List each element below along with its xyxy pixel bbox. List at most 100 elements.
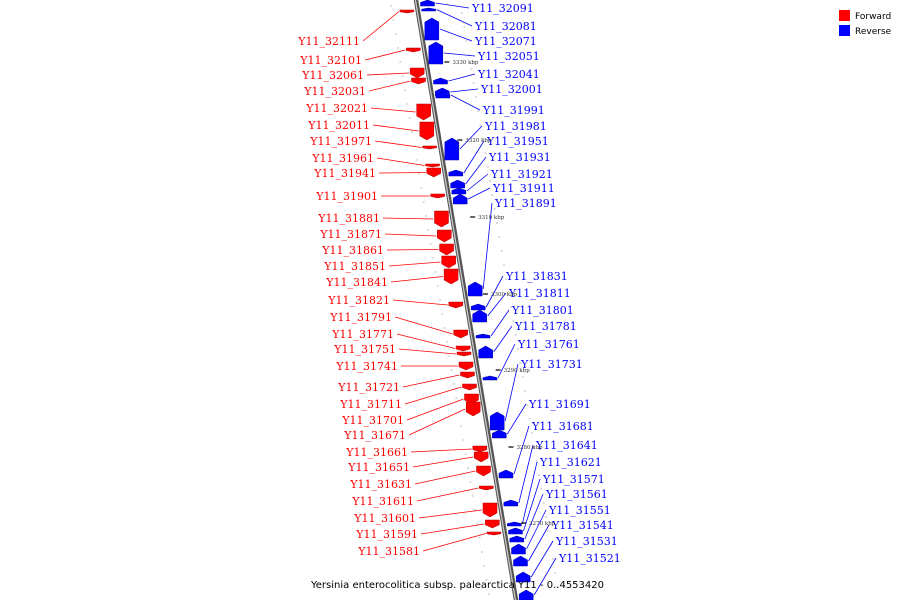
gene-forward-y11-31901[interactable]: [430, 193, 445, 199]
gene-label-forward[interactable]: Y11_31771: [331, 328, 394, 341]
gene-reverse-y11-31731[interactable]: [489, 411, 505, 431]
gene-label-forward[interactable]: Y11_31741: [335, 360, 398, 373]
gene-label-forward[interactable]: Y11_31901: [315, 190, 378, 203]
gene-forward-y11-31771[interactable]: [455, 345, 471, 352]
gene-label-reverse[interactable]: Y11_31831: [505, 270, 568, 283]
gene-label-forward[interactable]: Y11_31861: [321, 244, 384, 257]
gene-forward-y11-32031[interactable]: [411, 77, 426, 85]
gene-label-forward[interactable]: Y11_31751: [333, 343, 396, 356]
gene-forward-y11-31871[interactable]: [437, 229, 452, 243]
gene-label-reverse[interactable]: Y11_31781: [514, 320, 577, 333]
gene-label-forward[interactable]: Y11_31701: [341, 414, 404, 427]
gene-forward-y11-31721[interactable]: [460, 371, 475, 379]
gene-forward-y11-31791[interactable]: [453, 329, 468, 339]
gene-forward-y11-31961[interactable]: [425, 163, 440, 168]
gene-label-reverse[interactable]: Y11_32051: [477, 50, 540, 63]
gene-label-forward[interactable]: Y11_32061: [301, 69, 364, 82]
gene-reverse-y11-31921[interactable]: [451, 187, 467, 195]
gene-label-forward[interactable]: Y11_31871: [319, 228, 382, 241]
gene-label-forward[interactable]: Y11_31721: [337, 381, 400, 394]
gene-forward-y11-32101[interactable]: [406, 47, 421, 53]
gene-label-forward[interactable]: Y11_31971: [309, 135, 372, 148]
gene-reverse-y11-31811[interactable]: [472, 309, 487, 323]
gene-reverse-y11-31521[interactable]: [518, 589, 534, 600]
gene-forward-y11-31581[interactable]: [486, 531, 502, 536]
gene-reverse-y11-31681[interactable]: [498, 469, 514, 479]
gene-label-forward[interactable]: Y11_31581: [357, 545, 420, 558]
gene-label-reverse[interactable]: Y11_31991: [482, 104, 545, 117]
gene-label-forward[interactable]: Y11_31631: [349, 478, 412, 491]
gene-forward-y11-31841[interactable]: [443, 268, 459, 285]
gene-reverse-y11-32081[interactable]: [421, 7, 436, 12]
gene-label-reverse[interactable]: Y11_31561: [545, 488, 608, 501]
gene-reverse-y11-31571[interactable]: [508, 527, 523, 535]
gene-label-forward[interactable]: Y11_31821: [327, 294, 390, 307]
gene-forward-y11-31821[interactable]: [448, 301, 464, 309]
gene-label-reverse[interactable]: Y11_32091: [471, 2, 534, 15]
gene-label-reverse[interactable]: Y11_31731: [520, 358, 583, 371]
gene-reverse-y11-32091[interactable]: [420, 0, 435, 7]
gene-forward-y11-31651[interactable]: [473, 451, 489, 463]
gene-label-forward[interactable]: Y11_31711: [339, 398, 402, 411]
gene-reverse-y11-31911[interactable]: [452, 193, 468, 205]
gene-label-reverse[interactable]: Y11_32071: [474, 35, 537, 48]
gene-forward-y11-31601[interactable]: [482, 502, 498, 518]
gene-forward-y11-31881[interactable]: [434, 210, 449, 228]
gene-label-forward[interactable]: Y11_31661: [345, 446, 408, 459]
gene-reverse-y11-31621[interactable]: [507, 521, 522, 527]
gene-forward-y11-32021[interactable]: [416, 103, 431, 121]
gene-reverse-y11-32051[interactable]: [428, 41, 444, 65]
gene-label-reverse[interactable]: Y11_31911: [492, 182, 555, 195]
gene-forward-y11-31711[interactable]: [462, 383, 477, 391]
gene-forward-y11-32111[interactable]: [399, 9, 415, 14]
gene-forward-y11-31751[interactable]: [456, 351, 472, 357]
gene-reverse-y11-31781[interactable]: [478, 345, 493, 359]
gene-reverse-y11-32041[interactable]: [433, 77, 448, 85]
gene-reverse-y11-31531[interactable]: [515, 571, 531, 583]
gene-reverse-y11-31801[interactable]: [475, 333, 491, 339]
gene-reverse-y11-31951[interactable]: [448, 169, 464, 177]
gene-label-forward[interactable]: Y11_32031: [303, 85, 366, 98]
gene-label-forward[interactable]: Y11_31791: [329, 311, 392, 324]
gene-label-reverse[interactable]: Y11_31951: [486, 135, 549, 148]
gene-forward-y11-31941[interactable]: [426, 167, 441, 178]
gene-label-forward[interactable]: Y11_31591: [355, 528, 418, 541]
gene-label-reverse[interactable]: Y11_31811: [508, 287, 571, 300]
gene-forward-y11-31611[interactable]: [479, 485, 494, 491]
gene-label-forward[interactable]: Y11_31881: [317, 212, 380, 225]
gene-reverse-y11-31541[interactable]: [513, 555, 528, 567]
gene-label-reverse[interactable]: Y11_32041: [477, 68, 540, 81]
gene-label-reverse[interactable]: Y11_31541: [551, 519, 614, 532]
gene-label-forward[interactable]: Y11_32111: [297, 35, 360, 48]
gene-reverse-y11-31641[interactable]: [503, 499, 519, 507]
gene-reverse-y11-31561[interactable]: [509, 535, 525, 543]
gene-reverse-y11-31551[interactable]: [511, 543, 526, 555]
gene-forward-y11-31671[interactable]: [465, 401, 481, 417]
gene-label-forward[interactable]: Y11_32101: [299, 54, 362, 67]
gene-label-forward[interactable]: Y11_31651: [347, 461, 410, 474]
gene-label-reverse[interactable]: Y11_31641: [535, 439, 598, 452]
gene-label-forward[interactable]: Y11_31851: [323, 260, 386, 273]
gene-reverse-y11-31981[interactable]: [444, 137, 460, 161]
gene-label-forward[interactable]: Y11_32011: [307, 119, 370, 132]
gene-reverse-y11-31891[interactable]: [467, 281, 483, 297]
gene-label-reverse[interactable]: Y11_31571: [542, 473, 605, 486]
gene-label-reverse[interactable]: Y11_31981: [484, 120, 547, 133]
gene-forward-y11-31851[interactable]: [441, 255, 456, 269]
gene-label-forward[interactable]: Y11_31961: [311, 152, 374, 165]
gene-reverse-y11-31991[interactable]: [435, 91, 451, 99]
gene-label-forward[interactable]: Y11_31601: [353, 512, 416, 525]
gene-label-forward[interactable]: Y11_32021: [305, 102, 368, 115]
gene-label-reverse[interactable]: Y11_31521: [558, 552, 621, 565]
gene-label-reverse[interactable]: Y11_31801: [511, 304, 574, 317]
gene-reverse-y11-32071[interactable]: [424, 17, 440, 41]
gene-forward-y11-31971[interactable]: [422, 145, 437, 150]
gene-forward-y11-31591[interactable]: [485, 519, 500, 529]
gene-label-forward[interactable]: Y11_31671: [343, 429, 406, 442]
gene-label-reverse[interactable]: Y11_31681: [531, 420, 594, 433]
gene-label-reverse[interactable]: Y11_31621: [539, 456, 602, 469]
gene-label-reverse[interactable]: Y11_32081: [474, 20, 537, 33]
gene-forward-y11-31861[interactable]: [439, 243, 454, 256]
gene-label-forward[interactable]: Y11_31841: [325, 276, 388, 289]
gene-forward-y11-32011[interactable]: [419, 121, 435, 141]
